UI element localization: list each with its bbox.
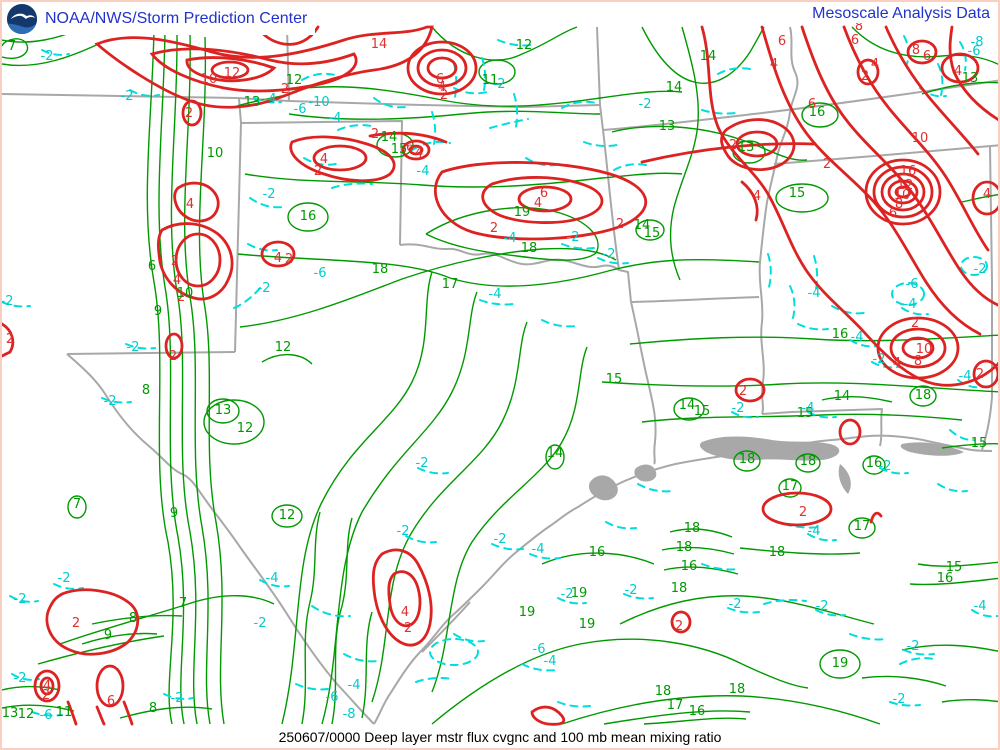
divergence-contours: [2, 35, 998, 717]
site-title: NOAA/NWS/Storm Prediction Center: [45, 10, 308, 27]
noaa-logo-icon: [6, 3, 38, 35]
convergence-contours: [2, 25, 998, 726]
mixing-ratio-contours: [2, 26, 998, 725]
chart-caption: 250607/0000 Deep layer mstr flux cvgnc a…: [278, 729, 722, 745]
state-borders-layer: [2, 26, 998, 725]
header-left: NOAA/NWS/Storm Prediction Center: [6, 3, 316, 35]
header-right-title: Mesoscale Analysis Data: [804, 5, 990, 23]
